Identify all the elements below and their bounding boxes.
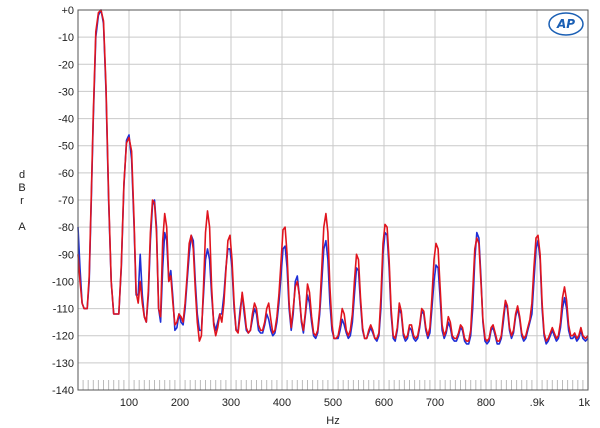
series-line-2 xyxy=(77,9,589,342)
y-tick-label: -70 xyxy=(58,195,74,207)
y-tick-label: -110 xyxy=(53,304,74,316)
x-tick-label: 400 xyxy=(273,397,291,409)
x-tick-label: 800 xyxy=(477,397,495,409)
y-tick-label: -120 xyxy=(52,331,74,343)
y-tick-label: -50 xyxy=(58,141,74,153)
y-tick-labels: +0 -10 -20 -30 -40 -50 -60 -70 -80 -90 -100 -110 -12… xyxy=(52,5,74,397)
plot-frame xyxy=(77,9,589,391)
y-tick-label: -100 xyxy=(52,276,74,288)
ap-logo-ring xyxy=(548,12,584,36)
x-tick-labels: 100 200 300 400 500 600 700 800 .9k 1k xyxy=(120,397,591,409)
series-layer xyxy=(77,9,589,345)
y-tick-label: -80 xyxy=(58,222,74,234)
ap-logo: AP xyxy=(548,12,584,36)
y-tick-label: -10 xyxy=(58,32,74,44)
x-minor-ticks xyxy=(77,380,589,390)
y-tick-label: -60 xyxy=(58,168,74,180)
x-tick-label: 600 xyxy=(375,397,393,409)
x-tick-label: 200 xyxy=(171,397,189,409)
y-tick-label: -130 xyxy=(52,358,74,370)
x-tick-label: 500 xyxy=(324,397,342,409)
y-tick-label: -20 xyxy=(58,59,74,71)
y-tick-label: -90 xyxy=(58,249,74,261)
x-tick-label: 100 xyxy=(120,397,138,409)
x-tick-label: 700 xyxy=(426,397,444,409)
y-tick-label: -140 xyxy=(52,385,74,397)
y-axis-title-letter: r xyxy=(20,195,24,207)
y-axis-title: dBr A xyxy=(18,169,26,233)
y-axis-title-letter: B xyxy=(18,182,25,194)
y-axis-title-letter: A xyxy=(18,221,26,233)
x-tick-label: .9k xyxy=(530,397,545,409)
x-axis-title: Hz xyxy=(326,415,339,427)
y-tick-label: -30 xyxy=(58,86,74,98)
y-axis-title-letter: d xyxy=(19,169,25,181)
y-tick-label: +0 xyxy=(61,5,74,17)
x-tick-label: 300 xyxy=(222,397,240,409)
x-tick-label: 1k xyxy=(578,397,590,409)
ap-logo-text: AP xyxy=(556,17,575,31)
y-tick-label: -40 xyxy=(58,114,74,126)
